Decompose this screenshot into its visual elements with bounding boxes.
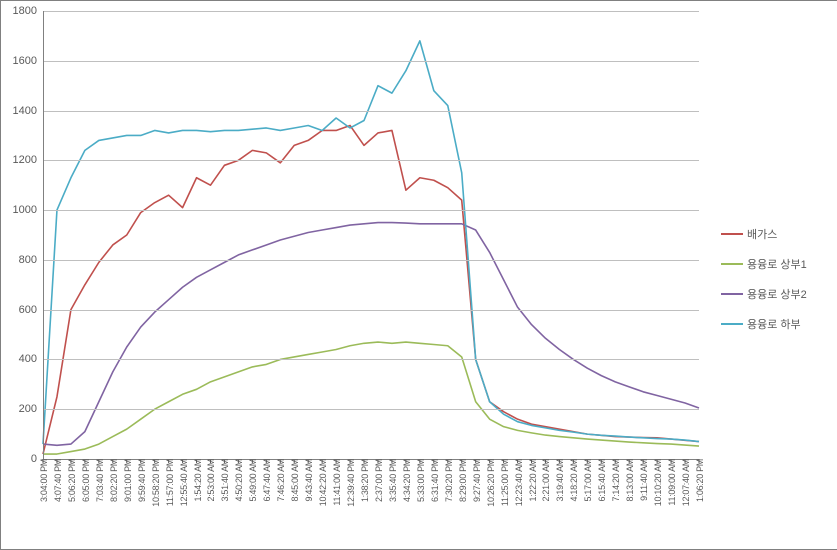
- legend-swatch: [721, 293, 743, 295]
- x-tick-label: 5:17:00 AM: [583, 459, 593, 502]
- line-chart: 0200400600800100012001400160018003:04:00…: [0, 0, 837, 550]
- x-tick-label: 8:45:00 AM: [290, 459, 300, 502]
- x-tick-label: 8:29:00 PM: [458, 459, 468, 502]
- x-tick-label: 1:22:20 AM: [528, 459, 538, 502]
- x-tick-label: 9:01:00 PM: [123, 459, 133, 502]
- legend-item: 용융로 하부: [721, 316, 807, 332]
- legend-item: 배가스: [721, 226, 807, 242]
- x-tick-label: 7:14:20 AM: [611, 459, 621, 502]
- series-line: [43, 41, 699, 444]
- plot-area: 0200400600800100012001400160018003:04:00…: [43, 11, 699, 459]
- x-tick-label: 9:43:40 AM: [304, 459, 314, 502]
- legend-item: 용융로 상부2: [721, 286, 807, 302]
- gridline-h: [43, 409, 699, 410]
- x-tick-label: 2:37:00 PM: [374, 459, 384, 502]
- x-tick-label: 6:15:40 AM: [597, 459, 607, 502]
- x-tick-label: 3:04:00 PM: [39, 459, 49, 502]
- x-tick-label: 12:23:40 AM: [514, 459, 524, 506]
- x-tick-label: 11:09:00 AM: [667, 459, 677, 506]
- x-tick-label: 5:49:00 AM: [248, 459, 258, 502]
- x-tick-label: 4:07:40 PM: [53, 459, 63, 502]
- x-tick-label: 4:18:20 AM: [569, 459, 579, 502]
- y-tick-label: 1000: [13, 204, 43, 216]
- x-tick-label: 3:19:40 AM: [555, 459, 565, 502]
- x-tick-label: 8:02:20 PM: [109, 459, 119, 502]
- legend: 배가스용융로 상부1 용융로 상부2 용융로 하부: [721, 226, 807, 346]
- x-tick-label: 8:13:00 AM: [625, 459, 635, 502]
- chart-svg: [43, 11, 699, 459]
- x-tick-label: 10:26:20 PM: [486, 459, 496, 507]
- y-tick-label: 1800: [13, 5, 43, 17]
- y-tick-label: 800: [19, 254, 43, 266]
- x-tick-label: 5:06:20 PM: [67, 459, 77, 502]
- x-tick-label: 10:42:20 AM: [318, 459, 328, 506]
- legend-swatch: [721, 263, 743, 265]
- gridline-h: [43, 310, 699, 311]
- y-tick-label: 1600: [13, 55, 43, 67]
- series-line: [43, 125, 699, 454]
- x-tick-label: 7:03:40 PM: [95, 459, 105, 502]
- x-tick-label: 5:33:00 PM: [416, 459, 426, 502]
- x-tick-label: 2:21:00 AM: [541, 459, 551, 502]
- x-tick-label: 11:41:00 AM: [332, 459, 342, 506]
- gridline-h: [43, 160, 699, 161]
- x-tick-label: 12:07:40 AM: [681, 459, 691, 506]
- x-tick-label: 11:25:00 PM: [500, 459, 510, 506]
- legend-label: 용융로 상부2: [747, 286, 807, 302]
- legend-label: 배가스: [747, 226, 777, 242]
- legend-item: 용융로 상부1: [721, 256, 807, 272]
- y-tick-label: 200: [19, 403, 43, 415]
- x-tick-label: 4:34:20 PM: [402, 459, 412, 502]
- x-tick-label: 4:50:20 AM: [234, 459, 244, 502]
- gridline-h: [43, 11, 699, 12]
- x-tick-label: 6:47:40 AM: [262, 459, 272, 502]
- x-tick-label: 3:35:40 PM: [388, 459, 398, 502]
- x-tick-label: 1:06:20 PM: [695, 459, 705, 502]
- x-tick-label: 10:10:20 AM: [653, 459, 663, 506]
- x-tick-label: 9:27:40 PM: [472, 459, 482, 502]
- legend-label: 용융로 상부1: [747, 256, 807, 272]
- gridline-h: [43, 111, 699, 112]
- legend-swatch: [721, 323, 743, 325]
- x-tick-label: 12:39:40 PM: [346, 459, 356, 507]
- y-tick-label: 400: [19, 353, 43, 365]
- x-tick-label: 11:57:00 PM: [165, 459, 175, 506]
- y-tick-label: 600: [19, 304, 43, 316]
- x-tick-label: 9:11:40 AM: [639, 459, 649, 501]
- legend-swatch: [721, 233, 743, 235]
- x-tick-label: 1:54:20 AM: [193, 459, 203, 502]
- x-tick-label: 2:53:00 AM: [206, 459, 216, 502]
- gridline-h: [43, 260, 699, 261]
- x-tick-label: 12:55:40 AM: [179, 459, 189, 506]
- series-line: [43, 223, 699, 446]
- x-tick-label: 10:58:20 PM: [151, 459, 161, 507]
- y-tick-label: 1400: [13, 105, 43, 117]
- gridline-h: [43, 359, 699, 360]
- x-tick-label: 7:46:20 AM: [276, 459, 286, 502]
- y-axis-line: [43, 11, 44, 459]
- x-tick-label: 1:38:20 PM: [360, 459, 370, 502]
- y-tick-label: 1200: [13, 154, 43, 166]
- x-tick-label: 7:30:20 PM: [444, 459, 454, 502]
- gridline-h: [43, 210, 699, 211]
- x-tick-label: 6:05:00 PM: [81, 459, 91, 502]
- x-tick-label: 9:59:40 PM: [137, 459, 147, 502]
- gridline-h: [43, 61, 699, 62]
- legend-label: 용융로 하부: [747, 316, 801, 332]
- x-tick-label: 3:51:40 AM: [220, 459, 230, 502]
- x-tick-label: 6:31:40 PM: [430, 459, 440, 502]
